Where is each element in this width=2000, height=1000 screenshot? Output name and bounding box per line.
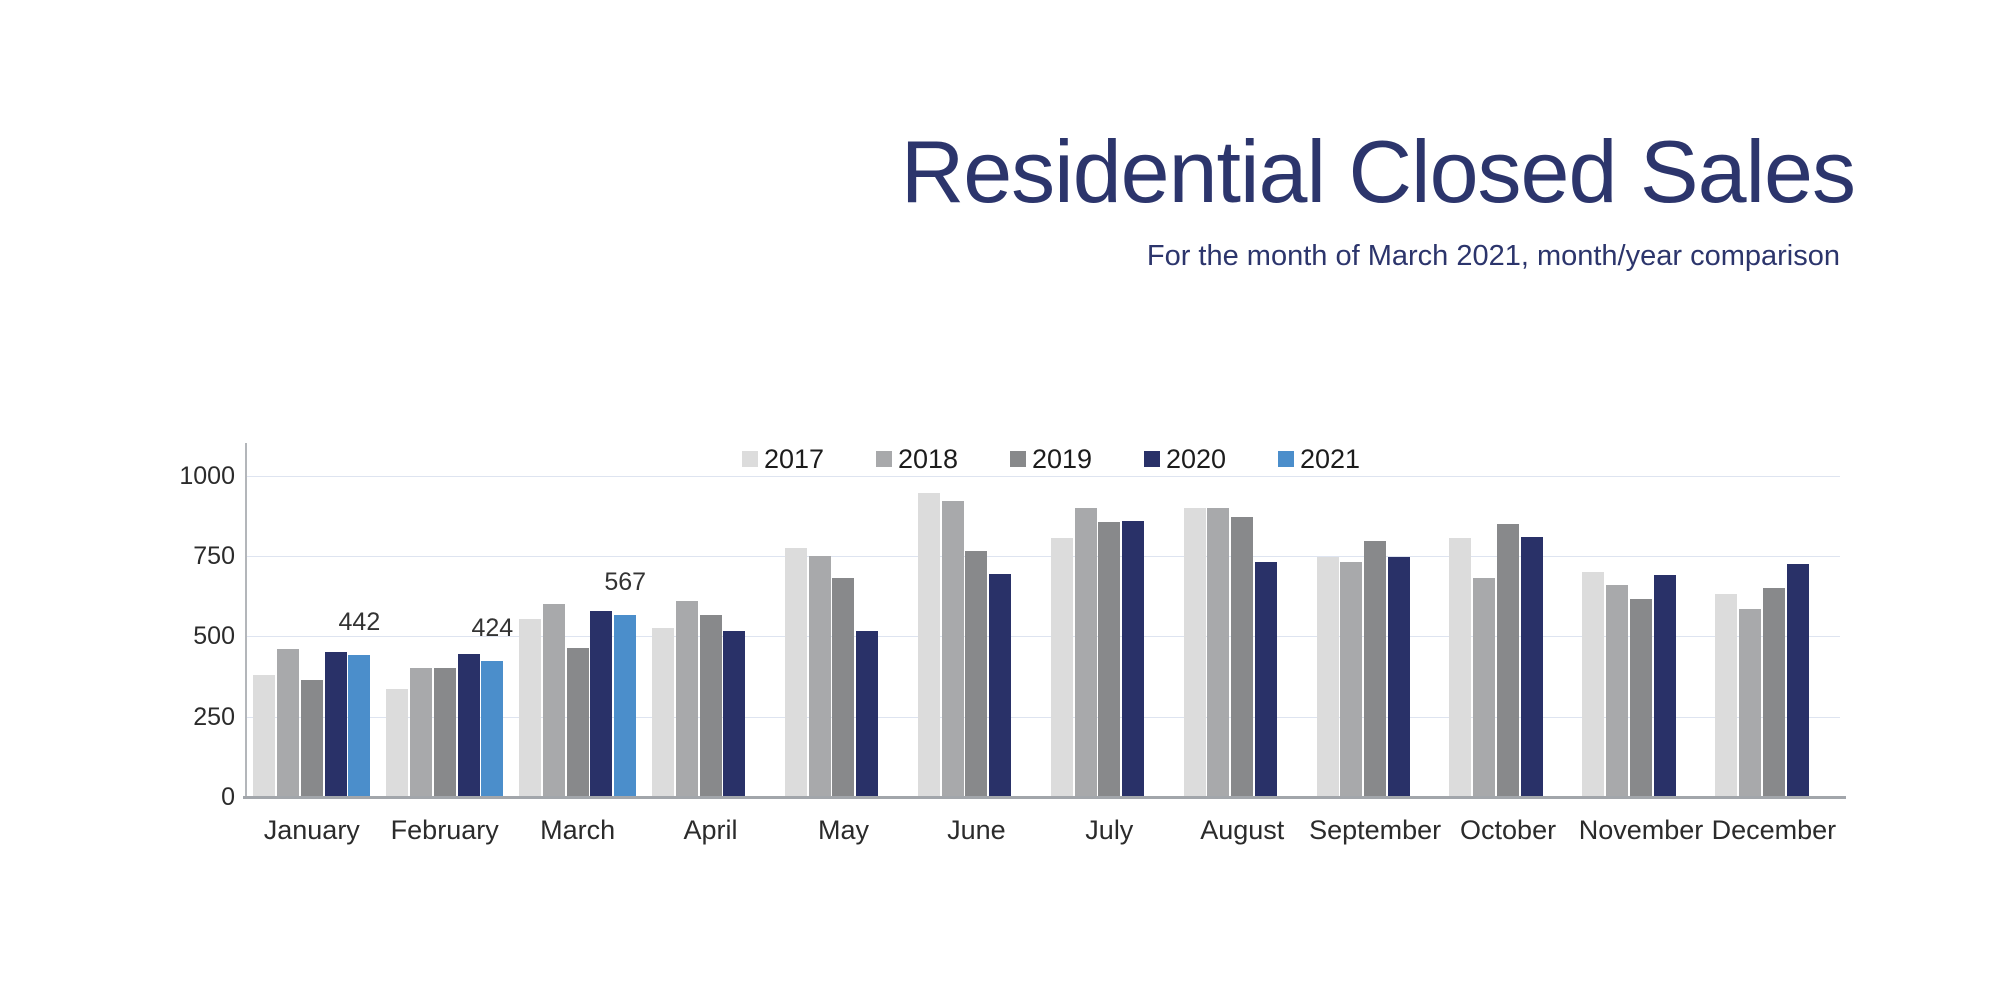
bar-2017-September [1316,557,1339,797]
month-label-april: April [683,815,738,845]
legend-swatch-2020 [1144,451,1160,467]
bar-2019-December [1762,588,1785,797]
bar-2017-August [1183,507,1206,797]
y-tick-label-750: 750 [193,541,235,570]
bar-2017-March [519,618,542,797]
bar-2017-January [253,674,276,797]
value-label-february: 424 [471,613,514,642]
bar-2017-April [651,628,674,797]
bar-2018-December [1739,608,1762,797]
legend-swatch-2019 [1010,451,1026,467]
chart-subtitle: For the month of March 2021, month/year … [1146,240,1840,272]
bar-2019-August [1231,517,1254,797]
month-label-january: January [263,815,360,845]
bar-2018-September [1340,562,1363,797]
gridline-750 [245,555,1840,557]
bar-2020-December [1786,563,1809,797]
value-label-march: 567 [604,567,647,596]
legend-label-2020: 2020 [1166,444,1227,474]
bar-2019-October [1497,523,1520,797]
bar-2020-October [1520,537,1543,797]
month-label-november: November [1578,815,1704,845]
month-label-august: August [1200,815,1285,845]
bar-2019-April [699,615,722,797]
month-label-october: October [1460,815,1557,845]
bar-2019-May [832,578,855,797]
bar-2020-March [590,611,613,797]
legend-label-2017: 2017 [764,444,825,474]
bar-2018-January [277,649,299,797]
y-tick-label-500: 500 [193,622,235,651]
legend-swatch-2017 [742,451,758,467]
bar-2019-November [1630,599,1652,797]
gridline-250 [245,716,1840,718]
month-label-december: December [1711,815,1837,845]
bar-2020-August [1255,562,1278,797]
gridline-1000 [245,475,1840,477]
bar-2021-March [614,614,637,797]
bar-2020-February [457,653,480,797]
bar-2019-March [566,647,589,797]
month-label-june: June [947,815,1006,845]
legend-item-2017: 2017 [742,444,825,474]
bar-2019-February [433,668,456,797]
legend-item-2020: 2020 [1144,444,1227,474]
bar-2017-October [1449,538,1472,797]
legend-swatch-2021 [1278,451,1294,467]
month-label-february: February [390,815,499,845]
bar-2018-March [542,604,565,797]
legend-item-2019: 2019 [1010,444,1093,474]
bar-2020-June [989,573,1012,797]
bar-2021-January [348,654,371,797]
bar-2018-May [808,555,831,797]
y-tick-label-1000: 1000 [179,461,235,490]
bar-2020-January [324,652,347,797]
bar-2018-June [941,501,964,797]
legend-swatch-2018 [876,451,892,467]
y-tick-label-250: 250 [193,702,235,731]
bar-2021-February [481,660,504,797]
chart-title: Residential Closed Sales [900,122,1856,221]
legend-label-2018: 2018 [898,444,959,474]
month-label-september: September [1309,815,1442,845]
bar-2018-February [409,668,432,797]
month-label-march: March [540,815,616,845]
value-label-january: 442 [338,607,381,636]
bar-2018-November [1606,584,1629,797]
month-label-may: May [817,815,869,845]
bar-2018-July [1074,507,1097,797]
y-axis-line [245,443,247,797]
bar-2017-May [784,547,807,797]
x-axis-line [243,796,1846,799]
month-label-july: July [1085,815,1134,845]
bar-2019-September [1364,541,1387,797]
legend-label-2019: 2019 [1032,444,1093,474]
legend-item-2021: 2021 [1278,444,1361,474]
bar-2020-November [1653,575,1676,797]
bar-2020-September [1387,557,1410,797]
legend-label-2021: 2021 [1300,444,1361,474]
y-tick-label-0: 0 [221,783,235,811]
bar-2017-June [917,493,940,797]
bar-2017-July [1050,538,1073,797]
bar-2020-July [1122,520,1145,797]
legend-item-2018: 2018 [876,444,959,474]
bar-2017-February [386,689,409,797]
bar-2017-December [1715,594,1738,797]
bar-2017-November [1582,571,1605,797]
bar-2019-June [965,551,988,797]
bar-2019-January [300,679,323,797]
bar-2018-October [1473,578,1496,797]
bar-2018-August [1207,507,1230,797]
bar-2018-April [675,600,698,797]
bar-2020-April [723,631,746,797]
bar-2019-July [1098,522,1121,797]
gridline-500 [245,636,1840,638]
bar-2020-May [856,631,879,797]
